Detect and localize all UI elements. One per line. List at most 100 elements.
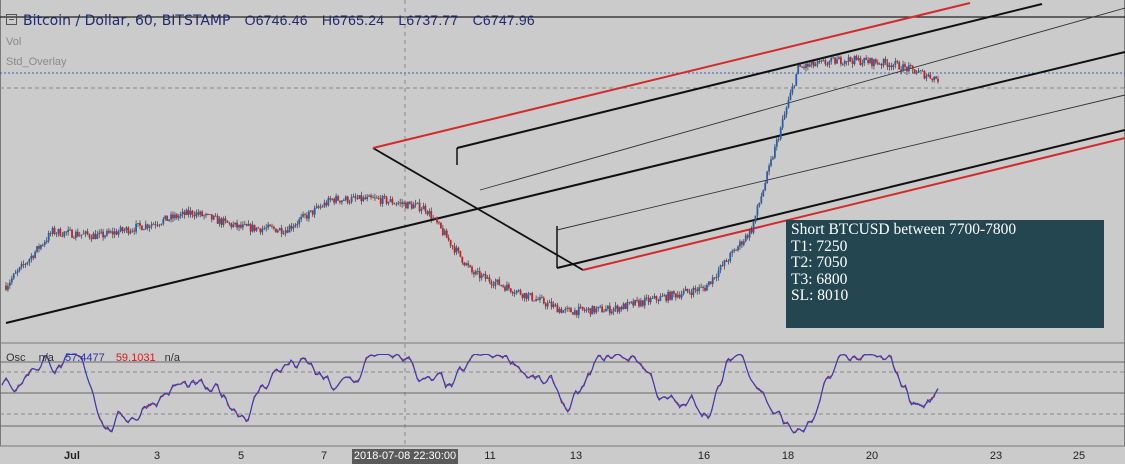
candle-body (840, 57, 842, 65)
candle-body (152, 223, 155, 225)
candle-body (861, 63, 864, 65)
candle-body (589, 308, 592, 315)
candle-body (34, 251, 37, 258)
candle-body (544, 303, 547, 307)
candle-body (657, 300, 660, 301)
candle-body (913, 69, 916, 74)
candle-body (375, 197, 378, 199)
osc-value-red: 59.1031 (115, 352, 156, 364)
candle-body (36, 246, 38, 252)
candle-body (863, 57, 866, 64)
candle-body (688, 291, 691, 293)
candle-body (308, 211, 310, 219)
candle-body (550, 301, 553, 308)
candle-body (352, 196, 355, 198)
candle-body (473, 272, 475, 275)
candle-body (696, 289, 699, 292)
candle-body (599, 306, 602, 308)
candle-body (240, 224, 242, 228)
candle-body (725, 260, 728, 262)
candle-body (337, 196, 339, 201)
x-tick-jul: Jul (64, 450, 80, 462)
candle-body (474, 271, 477, 275)
candle-body (294, 224, 297, 227)
candle-body (692, 288, 695, 296)
candle-body (461, 256, 464, 263)
candle-body (372, 197, 374, 199)
candle-body (546, 302, 549, 307)
candle-body (630, 301, 633, 303)
candle-body (187, 209, 190, 215)
candle-body (309, 210, 312, 212)
candle-body (593, 305, 596, 313)
candle-body (645, 297, 648, 299)
candle-body (146, 224, 149, 228)
candle-body (327, 198, 330, 206)
candle-body (525, 293, 528, 299)
candle-body (610, 311, 613, 314)
candle-body (278, 228, 281, 231)
candle-body (539, 297, 541, 300)
candle-body (857, 58, 860, 60)
candle-body (405, 202, 407, 209)
candle-body (108, 230, 110, 233)
candle-body (306, 215, 308, 219)
candle-body (531, 293, 534, 301)
candle-body (424, 205, 427, 212)
candle-body (210, 214, 213, 220)
candle-body (389, 199, 392, 202)
candle-body (814, 64, 817, 67)
candle-body (286, 230, 289, 233)
candle-body (100, 231, 103, 233)
candle-body (735, 249, 737, 251)
candle-body (207, 213, 209, 215)
osc-label[interactable]: Osc (6, 352, 26, 364)
candle-body (366, 196, 369, 200)
candle-body (671, 291, 673, 300)
candle-body (408, 201, 411, 204)
trade-note[interactable]: Short BTCUSD between 7700-7800 T1: 7250 … (786, 220, 1104, 328)
candle-body (341, 200, 343, 203)
candle-body (871, 58, 873, 67)
candle-body (129, 231, 132, 234)
candle-body (533, 300, 536, 302)
candle-body (164, 215, 167, 220)
ohlc-high: H6765.24 (321, 12, 385, 28)
candle-body (115, 231, 118, 235)
candle-body (506, 284, 508, 291)
candle-body (558, 308, 561, 313)
candle-body (640, 300, 642, 307)
candle-body (315, 206, 318, 209)
candle-body (16, 270, 19, 273)
candle-body (595, 308, 598, 313)
candle-body (67, 229, 70, 233)
candle-body (575, 310, 578, 316)
candle-body (160, 223, 163, 225)
candle-body (624, 303, 627, 309)
median-thin-lower (556, 94, 1125, 231)
candle-body (156, 224, 159, 226)
candle-body (641, 300, 644, 306)
candle-body (249, 223, 252, 232)
candle-body (234, 222, 237, 225)
collapse-icon[interactable] (6, 14, 17, 25)
candle-body (585, 309, 588, 311)
candle-body (917, 70, 920, 73)
overlay-label[interactable]: Std_Overlay (6, 56, 67, 68)
candle-body (925, 75, 928, 79)
candle-body (447, 237, 450, 240)
candle-body (63, 231, 66, 237)
candle-body (764, 182, 767, 191)
candle-body (422, 205, 425, 210)
candle-body (521, 294, 524, 298)
candle-body (608, 305, 611, 314)
candle-body (770, 159, 772, 166)
ohlc-low: L6737.77 (398, 12, 459, 28)
pitchfork-handle (372, 147, 584, 271)
candle-body (216, 215, 219, 224)
vol-label[interactable]: Vol (6, 36, 22, 48)
candle-body (587, 308, 590, 310)
candle-body (686, 288, 689, 292)
candle-body (195, 212, 198, 217)
